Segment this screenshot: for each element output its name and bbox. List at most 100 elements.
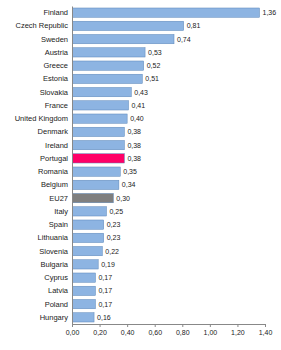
category-label: Slovakia	[40, 88, 69, 97]
category-label: France	[45, 101, 68, 110]
tick-label: 0,60	[148, 329, 162, 336]
tick: 1,20	[231, 324, 245, 336]
data-label: 0,23	[107, 234, 121, 241]
bar	[72, 34, 174, 43]
data-label: 0,17	[98, 274, 112, 281]
bar	[72, 246, 102, 255]
bar	[72, 127, 124, 136]
tick: Estonia	[43, 74, 72, 83]
bar	[72, 299, 95, 308]
bar	[72, 233, 104, 242]
bar	[72, 48, 145, 57]
data-label: 0,22	[105, 248, 119, 255]
bar	[72, 154, 124, 163]
tick: Italy	[54, 207, 72, 216]
data-label: 0,52	[147, 62, 161, 69]
data-label: 0,17	[98, 301, 112, 308]
tick: 0,40	[121, 324, 135, 336]
tick: Czech Republic	[15, 21, 72, 30]
tick: Portugal	[40, 154, 72, 163]
data-label: 0,41	[132, 102, 146, 109]
tick: Denmark	[38, 127, 72, 136]
category-label: Hungary	[40, 313, 69, 322]
bar	[72, 114, 127, 123]
tick: Finland	[43, 8, 72, 17]
bar	[72, 74, 142, 83]
bar	[72, 193, 113, 202]
bar	[72, 313, 94, 322]
tick: 1,00	[204, 324, 218, 336]
category-label: Denmark	[38, 127, 69, 136]
tick-label: 0,80	[176, 329, 190, 336]
tick-mark	[237, 324, 238, 327]
bar	[72, 8, 259, 17]
bar	[72, 286, 95, 295]
tick-mark	[127, 324, 128, 327]
bar	[72, 180, 119, 189]
tick-mark	[210, 324, 211, 327]
tick: Ireland	[45, 141, 72, 150]
tick: United Kingdom	[15, 114, 72, 123]
category-label: Latvia	[48, 286, 69, 295]
category-label: Romania	[38, 167, 69, 176]
category-label: Belgium	[41, 180, 68, 189]
bar	[72, 87, 131, 96]
category-label: Czech Republic	[15, 21, 68, 30]
tick: Slovenia	[39, 247, 72, 256]
tick-label: 0,00	[66, 329, 80, 336]
data-label: 0,30	[116, 195, 130, 202]
tick: Bulgaria	[40, 260, 72, 269]
tick: 0,80	[176, 324, 190, 336]
bar	[72, 21, 184, 30]
tick-mark	[100, 324, 101, 327]
tick-label: 1,20	[231, 329, 245, 336]
tick: Sweden	[41, 35, 72, 44]
data-label: 0,38	[127, 128, 141, 135]
category-label: Spain	[49, 220, 68, 229]
value-axis: 0,00 0,20 0,40 0,60 0,80 1,00 1,20 1,40	[66, 324, 273, 336]
category-label: Slovenia	[39, 247, 69, 256]
data-label: 0,17	[98, 287, 112, 294]
tick: 0,60	[148, 324, 162, 336]
data-label: 0,34	[122, 181, 136, 188]
data-label: 0,23	[107, 221, 121, 228]
tick-mark	[72, 324, 73, 327]
tick: Latvia	[48, 286, 72, 295]
data-label: 0,35	[123, 168, 137, 175]
category-axis: Finland Czech Republic Sweden Austria Greece…	[15, 7, 73, 325]
tick: Cyprus	[44, 273, 72, 282]
data-label: 0,19	[101, 261, 115, 268]
data-label: 0,38	[127, 142, 141, 149]
bar	[72, 61, 144, 70]
bar	[72, 101, 129, 110]
data-label: 0,40	[130, 115, 144, 122]
tick: 0,00	[66, 324, 80, 336]
bar	[72, 167, 120, 176]
tick: 0,20	[93, 324, 107, 336]
tick: 1,40	[259, 324, 273, 336]
category-label: Austria	[45, 48, 69, 57]
axis-line	[72, 7, 73, 325]
data-label: 0,38	[127, 155, 141, 162]
data-label: 0,74	[177, 36, 191, 43]
category-label: Lithuania	[38, 233, 69, 242]
category-label: EU27	[49, 194, 68, 203]
tick-mark	[155, 324, 156, 327]
bars	[72, 8, 259, 322]
chart: 1,360,810,740,530,520,510,430,410,400,38…	[0, 0, 281, 350]
tick: Romania	[38, 167, 72, 176]
data-label: 0,25	[109, 208, 123, 215]
category-label: Italy	[54, 207, 68, 216]
tick: Lithuania	[38, 233, 72, 242]
data-labels: 1,360,810,740,530,520,510,430,410,400,38…	[97, 9, 276, 321]
data-label: 0,81	[187, 22, 201, 29]
bar	[72, 273, 95, 282]
tick-mark	[182, 324, 183, 327]
category-label: Greece	[43, 61, 68, 70]
category-label: Finland	[43, 8, 68, 17]
tick: Spain	[49, 220, 72, 229]
category-label: Sweden	[41, 35, 68, 44]
tick: EU27	[49, 194, 72, 203]
tick: Greece	[43, 61, 72, 70]
plot: 1,360,810,740,530,520,510,430,410,400,38…	[15, 7, 277, 336]
